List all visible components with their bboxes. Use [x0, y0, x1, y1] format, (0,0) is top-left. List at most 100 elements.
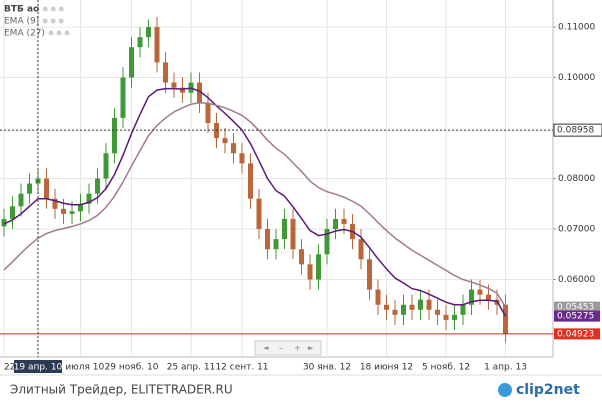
legend-icon[interactable]	[56, 30, 62, 36]
legend-label: EMA (27)	[4, 29, 45, 39]
candle-body	[316, 254, 321, 280]
candle-body	[27, 183, 32, 194]
candle-body	[112, 117, 117, 154]
candle-body	[146, 27, 151, 38]
candle-body	[443, 314, 449, 320]
price-marker	[554, 301, 600, 313]
crosshair-x-label: 19 апр. 10	[14, 363, 63, 373]
candle-body	[197, 82, 202, 103]
candle-body	[299, 249, 304, 265]
candle-body	[52, 198, 58, 209]
nav-right[interactable]: ►	[308, 344, 314, 352]
candle-body	[248, 163, 253, 199]
legend-icon[interactable]	[48, 30, 54, 36]
candle-body	[180, 87, 185, 93]
candle-body	[375, 289, 381, 305]
candle-body	[503, 304, 508, 334]
candle-body	[95, 178, 100, 194]
candle-body	[10, 206, 15, 219]
crosshair-box	[553, 123, 602, 137]
nav-bar[interactable]	[254, 340, 322, 356]
candle-body	[69, 211, 75, 214]
candle-body	[486, 294, 491, 300]
legend-icon[interactable]	[64, 30, 70, 36]
x-tick-label: 18 июня 12	[360, 363, 413, 373]
candle-body	[163, 62, 168, 83]
candle-body	[435, 309, 440, 315]
candle-body	[341, 218, 347, 224]
ema-line	[3, 87, 507, 317]
legend-icon[interactable]	[50, 6, 56, 12]
legend-icon[interactable]	[58, 18, 64, 24]
y-tick-label: 0.10000	[558, 73, 595, 83]
candle-body	[469, 289, 474, 305]
legend-label: ВТБ ао	[4, 5, 39, 15]
y-tick-label: 0.11000	[558, 23, 595, 33]
nav-buttons[interactable]: ◄ – + ►	[254, 340, 322, 356]
candle-body	[61, 208, 66, 214]
legend-icon[interactable]	[42, 18, 48, 24]
legend-label: EMA (9)	[4, 17, 39, 27]
candle-body	[401, 304, 406, 315]
candle-body	[384, 304, 389, 310]
y-tick-label: 0.06000	[558, 275, 595, 285]
candle-body	[290, 218, 296, 250]
candle-body	[78, 203, 83, 212]
x-tick-label: 29 нояб. 10	[105, 363, 159, 373]
candle-body	[239, 153, 245, 164]
background	[0, 0, 602, 375]
candle-body	[452, 314, 457, 320]
candle-body	[477, 289, 483, 295]
nav-minus[interactable]: –	[279, 344, 283, 353]
candle-body	[1, 218, 7, 227]
candle-body	[367, 259, 372, 290]
candle-body	[265, 229, 270, 250]
candle-body	[460, 304, 466, 315]
price-marker	[554, 310, 600, 322]
candle-body	[307, 264, 313, 280]
candle-body	[282, 218, 287, 240]
candle-body	[44, 178, 49, 199]
candle-body	[120, 77, 126, 118]
ema-line	[3, 102, 507, 308]
price-marker-label: 0.05453	[557, 303, 594, 313]
candle-body	[333, 218, 338, 230]
candle-body	[231, 143, 236, 154]
footer-credit: Элитный Трейдер, ELITETRADER.RU	[10, 383, 233, 397]
candle-body	[409, 304, 415, 310]
logo: clip2net	[516, 382, 580, 398]
candle-body	[324, 229, 330, 255]
nav-left[interactable]: ◄	[263, 344, 269, 352]
candle-body	[273, 239, 279, 250]
logo-icon	[498, 383, 512, 397]
candle-body	[18, 193, 24, 207]
price-marker	[554, 328, 600, 340]
y-tick-label: 0.08000	[558, 174, 595, 184]
x-tick-label: 30 янв. 12	[303, 363, 351, 373]
candle-body	[86, 193, 92, 204]
candle-body	[154, 27, 160, 63]
candle-body	[129, 47, 134, 78]
x-tick-label: 2 июля 10	[57, 363, 105, 373]
candle-body	[358, 239, 364, 260]
legend-icon[interactable]	[50, 18, 56, 24]
candle-body	[222, 138, 228, 144]
candle-body	[103, 153, 109, 179]
plot	[0, 0, 553, 357]
candle-body	[171, 82, 177, 88]
candle-body	[256, 198, 262, 230]
candle-body	[426, 299, 432, 310]
legend-icon[interactable]	[58, 6, 64, 12]
y-tick-label: 0.07000	[558, 225, 595, 235]
price-marker-label: 0.04923	[557, 329, 594, 339]
crosshair-x-box	[14, 360, 62, 373]
legend-icon[interactable]	[42, 6, 48, 12]
price-marker-label: 0.05275	[557, 312, 594, 322]
x-tick-label: 25 апр. 11	[167, 363, 216, 373]
x-tick-label: 5 нояб. 12	[422, 363, 470, 373]
nav-plus[interactable]: +	[294, 344, 301, 353]
x-tick-label: 12 сент. 11	[215, 363, 268, 373]
candle-body	[137, 37, 143, 48]
